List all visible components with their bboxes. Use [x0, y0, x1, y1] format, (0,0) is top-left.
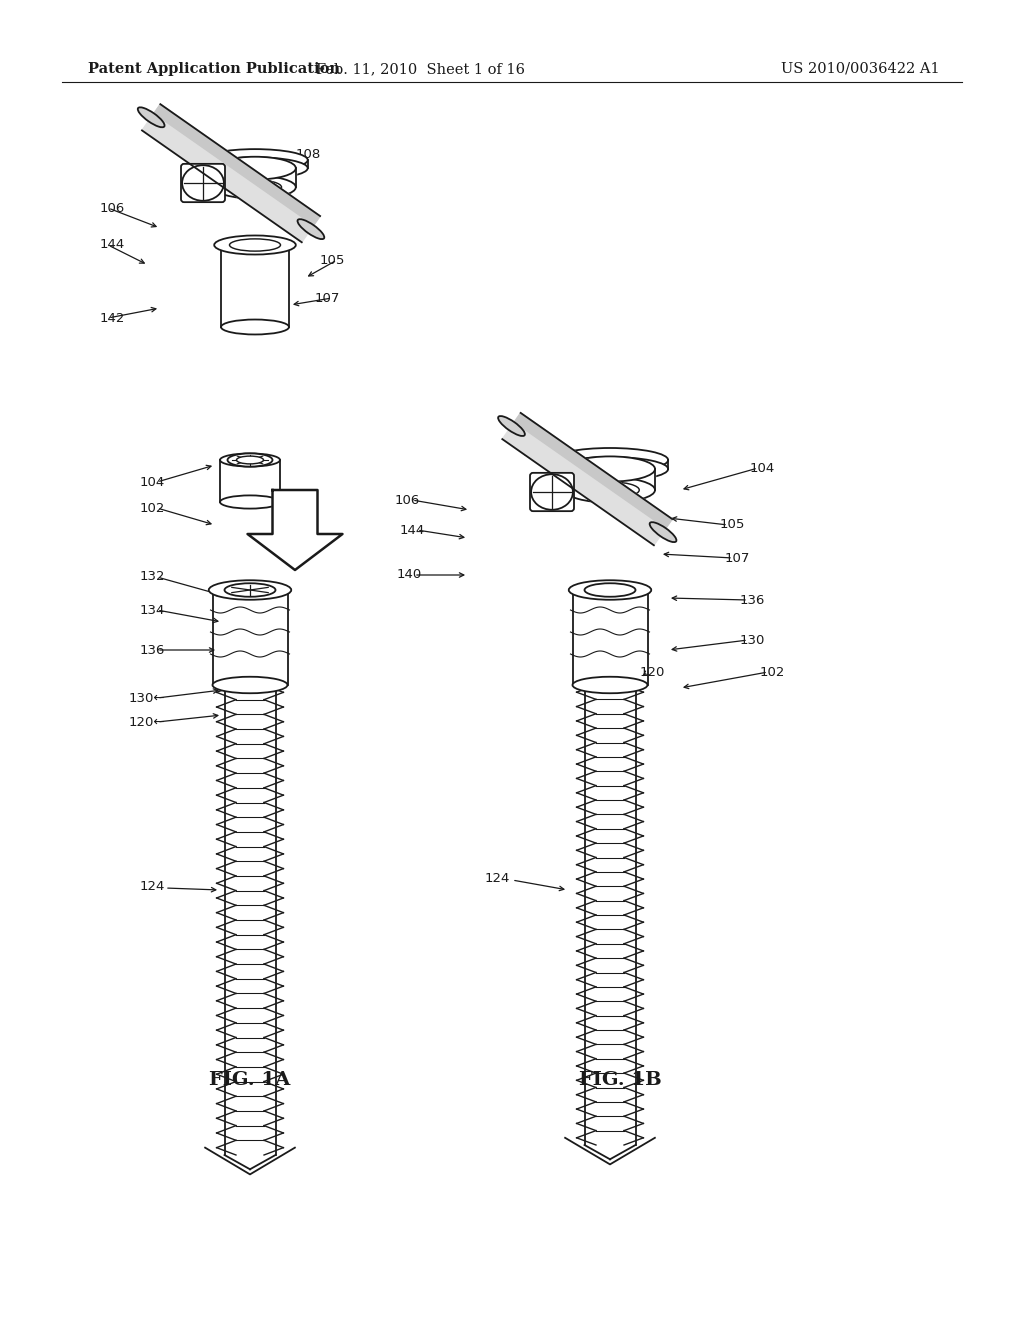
- Bar: [220, 459, 280, 502]
- Text: 108: 108: [296, 149, 322, 161]
- Ellipse shape: [226, 161, 284, 176]
- Ellipse shape: [138, 107, 165, 127]
- Polygon shape: [565, 469, 655, 490]
- Ellipse shape: [220, 495, 280, 508]
- Text: US 2010/0036422 A1: US 2010/0036422 A1: [781, 62, 940, 77]
- Text: 144: 144: [100, 239, 125, 252]
- Text: 102: 102: [760, 665, 785, 678]
- Ellipse shape: [498, 416, 525, 436]
- FancyBboxPatch shape: [181, 164, 225, 202]
- Ellipse shape: [229, 239, 281, 251]
- Text: 120: 120: [640, 665, 666, 678]
- Text: 130←: 130←: [128, 692, 165, 705]
- Ellipse shape: [649, 523, 677, 543]
- Text: 105: 105: [319, 253, 345, 267]
- Ellipse shape: [221, 319, 289, 334]
- Text: 134: 134: [139, 603, 165, 616]
- Ellipse shape: [552, 457, 668, 480]
- Text: FIG. 1B: FIG. 1B: [579, 1071, 662, 1089]
- Ellipse shape: [581, 482, 639, 498]
- Text: 124: 124: [484, 873, 510, 884]
- Text: 105: 105: [720, 519, 745, 532]
- Polygon shape: [248, 490, 342, 570]
- Text: Patent Application Publication: Patent Application Publication: [88, 62, 340, 77]
- Ellipse shape: [585, 583, 636, 597]
- Ellipse shape: [213, 582, 288, 598]
- Text: 136: 136: [139, 644, 165, 656]
- Ellipse shape: [214, 235, 296, 255]
- Ellipse shape: [565, 478, 655, 503]
- Ellipse shape: [228, 180, 282, 194]
- Text: 108: 108: [522, 446, 548, 458]
- Polygon shape: [514, 413, 672, 528]
- Ellipse shape: [298, 219, 325, 239]
- Ellipse shape: [594, 486, 626, 495]
- Polygon shape: [552, 459, 668, 469]
- Ellipse shape: [224, 583, 275, 597]
- Text: FIG. 1A: FIG. 1A: [209, 1071, 291, 1089]
- Ellipse shape: [552, 447, 668, 473]
- Text: 132: 132: [139, 570, 165, 583]
- Ellipse shape: [579, 461, 642, 478]
- Bar: [572, 590, 647, 685]
- Ellipse shape: [565, 457, 655, 482]
- Ellipse shape: [568, 581, 651, 599]
- Ellipse shape: [214, 157, 296, 180]
- Ellipse shape: [227, 453, 272, 466]
- Bar: [221, 246, 289, 327]
- Polygon shape: [142, 104, 321, 243]
- Text: 142: 142: [100, 312, 125, 325]
- Ellipse shape: [203, 149, 307, 170]
- Text: 104: 104: [750, 462, 775, 474]
- Polygon shape: [154, 104, 321, 226]
- Text: 106: 106: [100, 202, 125, 214]
- Ellipse shape: [241, 183, 269, 191]
- Ellipse shape: [221, 238, 289, 252]
- Text: 130: 130: [740, 634, 765, 647]
- Text: 124: 124: [139, 880, 165, 894]
- Text: 120←: 120←: [128, 715, 165, 729]
- FancyBboxPatch shape: [530, 473, 574, 511]
- Ellipse shape: [213, 677, 288, 693]
- Text: 136: 136: [740, 594, 765, 606]
- Bar: [213, 590, 288, 685]
- Ellipse shape: [237, 457, 263, 463]
- Text: 104: 104: [139, 475, 165, 488]
- Text: 107: 107: [725, 552, 751, 565]
- Ellipse shape: [203, 157, 307, 180]
- Ellipse shape: [214, 176, 296, 198]
- Text: 144: 144: [399, 524, 425, 536]
- Ellipse shape: [209, 581, 291, 599]
- Polygon shape: [203, 160, 307, 168]
- Text: 140: 140: [396, 569, 422, 582]
- Ellipse shape: [220, 453, 280, 466]
- Ellipse shape: [572, 677, 647, 693]
- Text: 107: 107: [314, 292, 340, 305]
- Text: 106: 106: [394, 494, 420, 507]
- Text: 102: 102: [139, 502, 165, 515]
- Ellipse shape: [572, 582, 647, 598]
- Polygon shape: [503, 413, 672, 545]
- Text: Feb. 11, 2010  Sheet 1 of 16: Feb. 11, 2010 Sheet 1 of 16: [315, 62, 524, 77]
- Polygon shape: [214, 168, 296, 187]
